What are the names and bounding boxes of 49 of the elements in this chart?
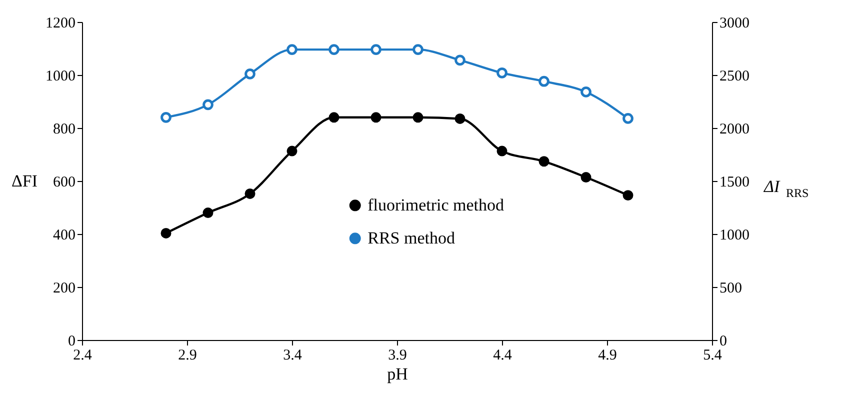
y-tick-label: 200: [53, 280, 76, 296]
y-tick-label: 600: [53, 174, 76, 190]
point: [538, 76, 550, 87]
x-tick-label: 4.4: [493, 348, 512, 364]
y-tick-label: 400: [53, 228, 76, 244]
point: [496, 146, 508, 156]
y2-tick-label: 500: [720, 280, 742, 296]
legend-label: RRS method: [368, 228, 456, 248]
x-tick-label: 4.9: [598, 348, 617, 364]
y2-tick-label: 0: [720, 334, 727, 350]
y2-tick-label: 3000: [720, 16, 750, 32]
point: [244, 68, 256, 80]
point: [328, 44, 340, 55]
y-axis-title: ΔFI: [11, 172, 38, 190]
point: [454, 54, 466, 66]
y-tick-label: 1000: [46, 68, 76, 84]
point: [370, 44, 382, 55]
x-tick-label: 3.9: [388, 348, 407, 364]
point: [538, 156, 550, 167]
y-tick-label: 800: [53, 122, 76, 138]
point: [622, 190, 634, 201]
y-tick-label: 0: [68, 334, 76, 350]
point: [202, 208, 214, 218]
x-tick-label: 2.9: [178, 348, 197, 364]
y2-tick-label: 1500: [720, 174, 750, 190]
point: [580, 172, 592, 183]
x-tick-label: 3.4: [283, 348, 302, 364]
point: [412, 112, 424, 123]
point: [160, 228, 172, 238]
point: [160, 112, 172, 123]
x-tick-label: 2.4: [73, 348, 92, 364]
y2-tick-label: 2000: [720, 122, 750, 138]
legend-label: fluorimetric method: [368, 195, 505, 214]
point: [496, 67, 508, 78]
point: [622, 113, 634, 124]
point: [454, 113, 466, 124]
point: [370, 112, 382, 123]
point: [328, 112, 340, 123]
point: [202, 99, 214, 110]
x-axis-title: pH: [387, 364, 408, 384]
point: [286, 146, 298, 156]
point: [244, 188, 256, 199]
point: [286, 44, 298, 55]
y2-tick-label: 1000: [720, 228, 750, 244]
point: [412, 44, 424, 55]
y2-tick-label: 2500: [720, 68, 750, 84]
point: [580, 86, 592, 98]
x-tick-label: 5.4: [703, 348, 722, 364]
y-tick-label: 1200: [46, 16, 76, 32]
